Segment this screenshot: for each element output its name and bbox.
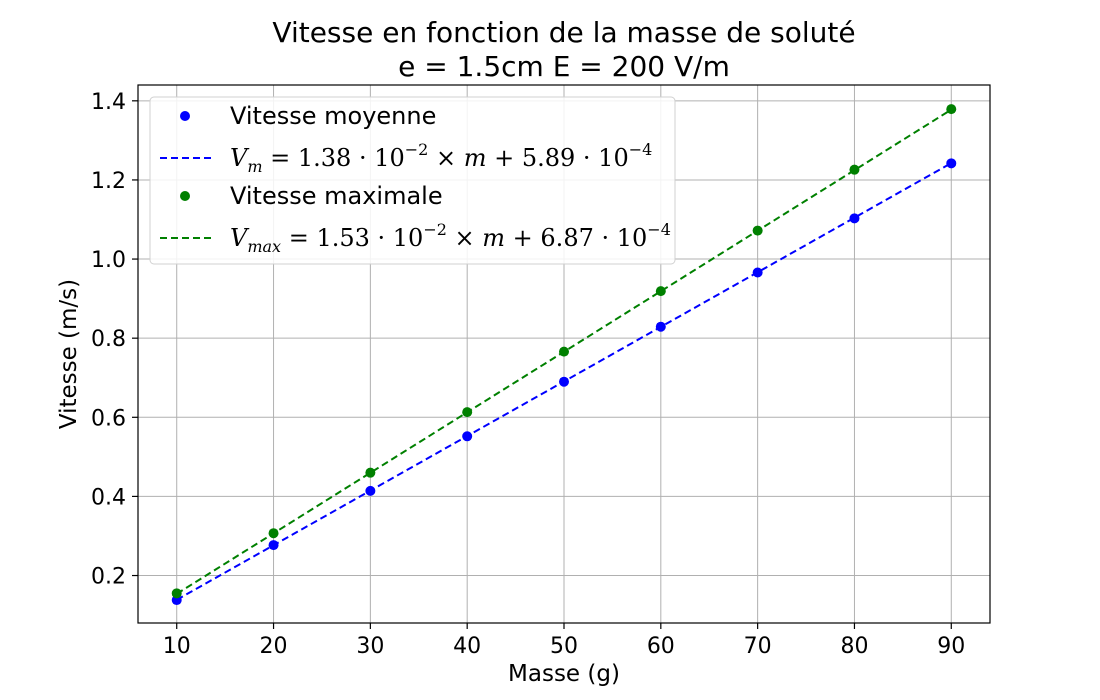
y-tick-label: 1.0 [91,248,126,273]
y-tick-label: 0.8 [91,327,126,352]
legend-label-fit-maximale: Vmax = 1.53 · 10−2 × m + 6.87 · 10−4 [230,220,671,256]
legend-marker-vitesse-maximale [180,191,190,201]
x-tick-label: 60 [647,634,675,659]
x-tick-label: 80 [840,634,868,659]
legend-label-fit-moyenne: Vm = 1.38 · 10−2 × m + 5.89 · 10−4 [230,140,652,176]
x-tick-label: 20 [260,634,288,659]
data-point-series-1 [462,431,473,442]
x-axis-label: Masse (g) [508,661,620,687]
data-point-series-1 [752,267,763,278]
data-point-series-1 [849,213,860,224]
y-tick-label: 0.2 [91,565,126,590]
data-point-series-1 [365,485,376,496]
data-points [171,104,957,606]
x-tick-label: 30 [356,634,384,659]
x-tick-label: 90 [937,634,965,659]
x-tick-label: 40 [453,634,481,659]
data-point-series-1 [559,376,569,387]
legend-box [149,96,676,265]
y-tick-label: 1.2 [91,169,126,194]
y-axis-label: Vitesse (m/s) [56,279,82,429]
data-point-series-2 [268,528,279,539]
legend-label-vitesse-moyenne: Vitesse moyenne [230,102,436,130]
chart-subtitle: e = 1.5cm E = 200 V/m [398,50,730,83]
data-point-series-2 [462,407,473,418]
x-tick-label: 10 [163,634,191,659]
legend: Vitesse moyenne Vm = 1.38 · 10−2 × m + 5… [149,96,676,265]
data-point-series-2 [365,467,376,478]
data-point-series-2 [559,346,569,357]
x-tick-label: 50 [550,634,578,659]
data-point-series-2 [752,225,763,236]
chart-title: Vitesse en fonction de la masse de solut… [272,16,855,49]
y-ticks: 0.2 0.4 0.6 0.8 1.0 1.2 1.4 [91,90,138,590]
y-tick-label: 0.6 [91,406,126,431]
y-tick-label: 0.4 [91,485,126,510]
data-point-series-1 [655,321,666,332]
data-point-series-1 [946,158,957,169]
x-tick-label: 70 [744,634,772,659]
y-tick-label: 1.4 [91,90,126,115]
data-point-series-2 [946,104,957,115]
data-point-series-2 [849,164,860,175]
legend-label-vitesse-maximale: Vitesse maximale [230,182,443,210]
data-point-series-2 [655,286,666,297]
data-point-series-2 [171,588,182,599]
legend-marker-vitesse-moyenne [180,111,190,121]
x-ticks: 10 20 30 40 50 60 70 80 90 [163,623,965,659]
data-point-series-1 [268,540,279,551]
